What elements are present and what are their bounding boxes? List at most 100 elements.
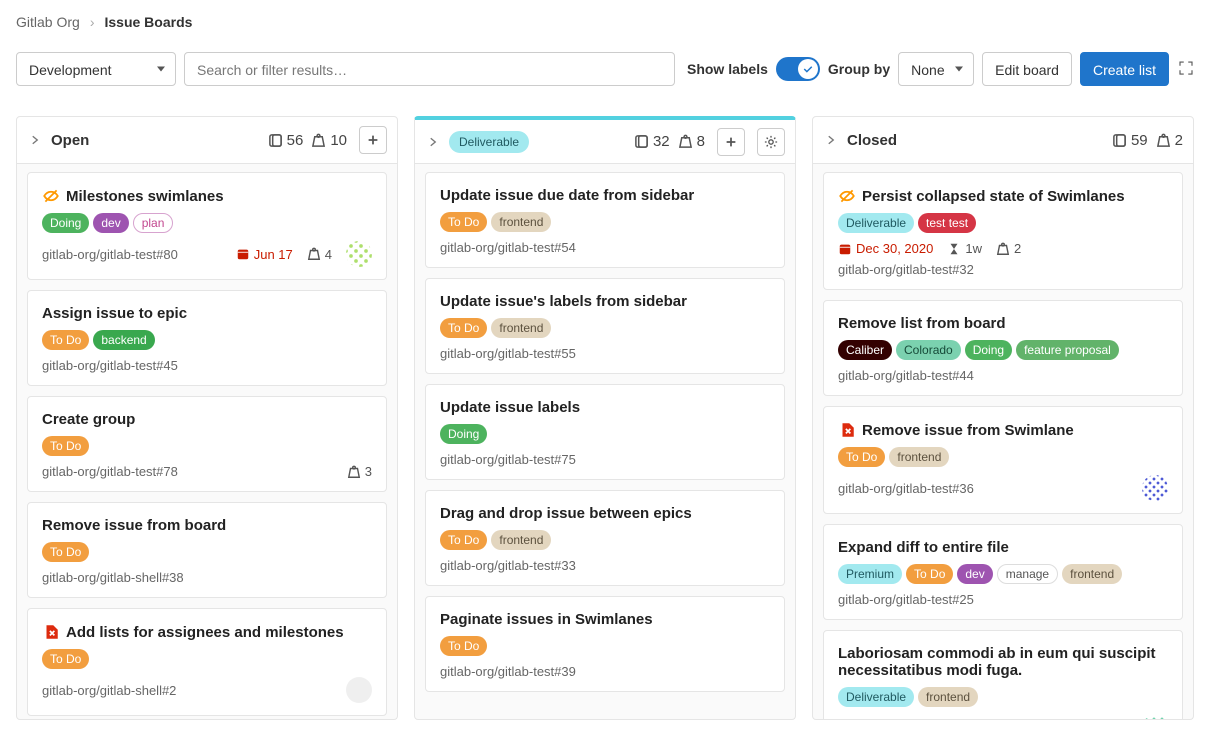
label-pill[interactable]: manage <box>997 564 1058 584</box>
card-title: Persist collapsed state of Swimlanes <box>838 187 1168 205</box>
issue-card[interactable]: Assign issue to epicTo Dobackendgitlab-o… <box>27 290 387 386</box>
card-labels: Deliverabletest test <box>838 213 1168 233</box>
issue-card[interactable]: Remove issue from boardTo Dogitlab-org/g… <box>27 502 387 598</box>
label-pill[interactable]: To Do <box>42 330 89 350</box>
label-pill[interactable]: Doing <box>965 340 1012 360</box>
label-pill[interactable]: frontend <box>1062 564 1122 584</box>
card-weight: 3 <box>347 464 372 479</box>
new-issue-button[interactable] <box>359 126 387 154</box>
card-path: gitlab-org/gitlab-test#78 <box>42 464 178 479</box>
issue-card[interactable]: Drag and drop issue between epics To Dofr… <box>425 490 785 586</box>
create-list-button[interactable]: Create list <box>1080 52 1169 86</box>
label-pill[interactable]: To Do <box>42 542 89 562</box>
label-pill[interactable]: backend <box>93 330 154 350</box>
card-title: Milestones swimlanes <box>42 187 372 205</box>
issue-card[interactable]: Add lists for assignees and milestones To… <box>27 608 387 716</box>
breadcrumb-root[interactable]: Gitlab Org <box>16 14 80 30</box>
show-labels-toggle[interactable] <box>776 57 820 81</box>
list-settings-button[interactable] <box>757 128 785 156</box>
assignee-avatar[interactable] <box>346 241 372 267</box>
label-pill[interactable]: plan <box>133 213 174 233</box>
label-pill[interactable]: frontend <box>889 447 949 467</box>
label-pill[interactable]: frontend <box>918 687 978 707</box>
label-pill[interactable]: Doing <box>440 424 487 444</box>
list-title: Open <box>51 132 89 149</box>
card-title: Drag and drop issue between epics <box>440 505 770 522</box>
card-path: gitlab-org/gitlab-test#32 <box>838 262 974 277</box>
issue-card[interactable]: Persist collapsed state of Swimlanes Deli… <box>823 172 1183 290</box>
list-title: Closed <box>847 132 897 149</box>
due-date: Jun 17 <box>236 247 293 262</box>
issue-card[interactable]: Update issue labelsDoinggitlab-org/gitla… <box>425 384 785 480</box>
label-pill[interactable]: Deliverable <box>838 213 914 233</box>
new-issue-button[interactable] <box>717 128 745 156</box>
card-labels: Doing <box>440 424 770 444</box>
card-footer: gitlab-org/gitlab-test#44 <box>838 368 1168 383</box>
group-by-select[interactable]: None <box>898 52 974 86</box>
edit-board-button[interactable]: Edit board <box>982 52 1072 86</box>
card-footer: gitlab-org/gitlab-test#75 <box>440 452 770 467</box>
card-footer: gitlab-org/gitlab-test#33 <box>440 558 770 573</box>
issues-count: 56 <box>268 132 304 149</box>
collapse-icon[interactable] <box>427 136 441 148</box>
label-pill[interactable]: To Do <box>440 212 487 232</box>
label-pill[interactable]: frontend <box>491 530 551 550</box>
issue-card[interactable]: Expand diff to entire filePremiumTo Dode… <box>823 524 1183 620</box>
issue-card[interactable]: Milestones swimlanes Doingdevplan gitlab-o… <box>27 172 387 280</box>
total-weight: 10 <box>311 132 347 149</box>
card-path: gitlab-org/gitlab-test#54 <box>440 240 576 255</box>
board-toolbar: Development Search or filter results… Sh… <box>0 44 1211 94</box>
card-title: Add lists for assignees and milestones <box>42 623 372 641</box>
label-pill[interactable]: To Do <box>440 636 487 656</box>
board-select[interactable]: Development <box>16 52 176 86</box>
card-path: gitlab-org/gitlab-test#45 <box>42 358 178 373</box>
label-pill[interactable]: Colorado <box>896 340 961 360</box>
collapse-icon[interactable] <box>825 134 839 146</box>
issue-card[interactable]: Paginate issues in SwimlanesTo Dogitlab-… <box>425 596 785 692</box>
label-pill[interactable]: dev <box>93 213 128 233</box>
issue-card[interactable]: Create groupTo Dogitlab-org/gitlab-test#… <box>27 396 387 492</box>
assignee-avatar[interactable] <box>1142 475 1168 501</box>
filter-search[interactable]: Search or filter results… <box>184 52 675 86</box>
card-path: gitlab-org/gitlab-test#80 <box>42 247 178 262</box>
issue-card[interactable]: Update issue due date from sidebarTo Dof… <box>425 172 785 268</box>
label-pill[interactable]: To Do <box>440 318 487 338</box>
label-pill[interactable]: To Do <box>42 436 89 456</box>
issues-count: 59 <box>1112 132 1148 149</box>
breadcrumb-current: Issue Boards <box>104 14 192 30</box>
collapse-icon[interactable] <box>29 134 43 146</box>
assignee-avatar[interactable] <box>346 677 372 703</box>
assignee-avatar[interactable] <box>1142 715 1168 720</box>
issue-card[interactable]: Remove list from boardCaliberColoradoDoi… <box>823 300 1183 396</box>
card-footer: gitlab-org/gitlab-test#39 <box>440 664 770 679</box>
label-pill[interactable]: feature proposal <box>1016 340 1119 360</box>
label-pill[interactable]: Caliber <box>838 340 892 360</box>
card-labels: PremiumTo Dodevmanagefrontend <box>838 564 1168 584</box>
issue-card[interactable]: Laboriosam commodi ab in eum qui suscipi… <box>823 630 1183 720</box>
card-title: Laboriosam commodi ab in eum qui suscipi… <box>838 645 1168 679</box>
label-pill[interactable]: dev <box>957 564 992 584</box>
label-pill[interactable]: To Do <box>440 530 487 550</box>
card-footer: gitlab-org/gitlab-test#54 <box>440 240 770 255</box>
card-title: Remove issue from Swimlane <box>838 421 1168 439</box>
label-pill[interactable]: To Do <box>838 447 885 467</box>
card-footer: gitlab-org/gitlab-shell <box>838 715 1168 720</box>
focus-mode-icon[interactable] <box>1177 59 1195 80</box>
card-path: gitlab-org/gitlab-test#39 <box>440 664 576 679</box>
breadcrumbs: Gitlab Org › Issue Boards <box>0 0 1211 44</box>
issue-card[interactable]: Remove issue from SwimlaneTo Dofrontendg… <box>823 406 1183 514</box>
label-pill[interactable]: frontend <box>491 318 551 338</box>
list-body: Milestones swimlanes Doingdevplan gitlab-o… <box>16 164 398 720</box>
label-pill[interactable]: To Do <box>42 649 89 669</box>
due-date: Dec 30, 2020 <box>838 241 933 256</box>
label-pill[interactable]: To Do <box>906 564 953 584</box>
label-pill[interactable]: Deliverable <box>838 687 914 707</box>
issue-card[interactable]: Update issue's labels from sidebarTo Dof… <box>425 278 785 374</box>
card-labels: Deliverablefrontend <box>838 687 1168 707</box>
label-pill[interactable]: Doing <box>42 213 89 233</box>
card-labels: To Do <box>42 436 372 456</box>
label-pill[interactable]: frontend <box>491 212 551 232</box>
card-path: gitlab-org/gitlab-test#25 <box>838 592 974 607</box>
label-pill[interactable]: test test <box>918 213 976 233</box>
label-pill[interactable]: Premium <box>838 564 902 584</box>
